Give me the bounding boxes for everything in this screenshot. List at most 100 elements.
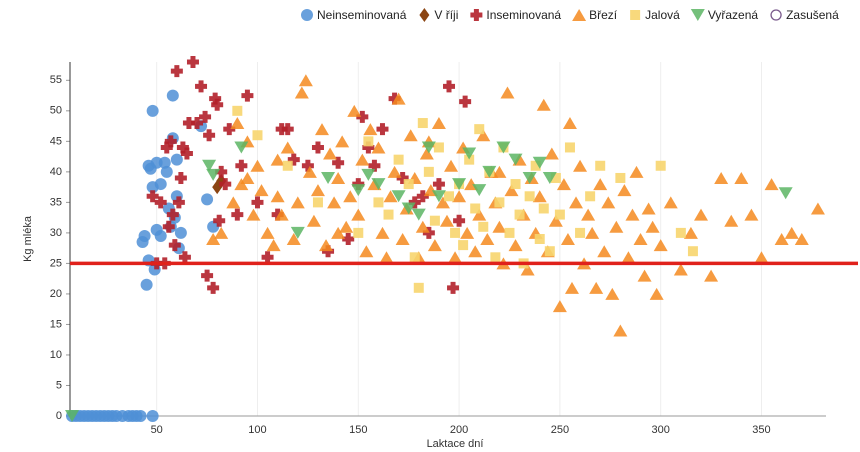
point: [214, 226, 229, 239]
point: [270, 190, 285, 203]
point: [347, 104, 362, 117]
point: [641, 202, 656, 215]
point: [704, 269, 719, 282]
point: [388, 92, 401, 105]
point: [213, 214, 226, 227]
point: [764, 178, 779, 191]
legend-marker: [301, 9, 313, 21]
point: [694, 208, 709, 221]
y-tick-label: 45: [50, 135, 62, 147]
point: [176, 141, 189, 154]
x-tick-label: 300: [652, 424, 670, 436]
point: [352, 178, 365, 191]
point: [383, 190, 398, 203]
point: [482, 165, 497, 178]
point: [363, 123, 378, 136]
x-tick-label: 150: [349, 424, 367, 436]
point: [361, 168, 376, 181]
point: [230, 117, 245, 130]
point: [562, 117, 577, 130]
y-tick-label: 20: [50, 288, 62, 300]
point: [609, 220, 624, 233]
point: [351, 208, 366, 221]
point: [342, 233, 355, 245]
point: [178, 251, 191, 264]
point: [423, 166, 434, 177]
point: [172, 196, 185, 209]
point: [294, 86, 309, 99]
point: [552, 300, 567, 313]
point: [154, 196, 167, 209]
legend-label: Neinseminovaná: [317, 8, 407, 22]
point: [573, 159, 588, 172]
y-tick-label: 25: [50, 257, 62, 269]
point: [395, 233, 410, 245]
point: [275, 123, 288, 136]
point: [315, 123, 329, 136]
point: [202, 159, 217, 172]
point: [593, 178, 608, 191]
point: [556, 178, 571, 191]
points: [65, 56, 825, 422]
point: [166, 208, 179, 221]
point: [408, 196, 421, 209]
point: [393, 154, 404, 165]
point: [154, 229, 167, 242]
point: [241, 89, 254, 102]
legend-label: V říji: [434, 8, 458, 22]
point: [613, 324, 628, 337]
point: [274, 208, 289, 221]
point: [302, 165, 317, 178]
point: [538, 203, 549, 214]
point: [271, 208, 284, 221]
point: [170, 153, 183, 166]
point: [514, 209, 525, 220]
point: [180, 147, 193, 160]
point: [774, 233, 789, 245]
point: [744, 208, 759, 221]
point: [252, 130, 263, 141]
point: [281, 123, 294, 136]
x-tick-label: 200: [450, 424, 468, 436]
x-tick-label: 100: [248, 424, 266, 436]
point: [415, 220, 430, 233]
point: [564, 142, 575, 153]
point: [158, 156, 171, 169]
point: [138, 229, 151, 242]
point: [673, 263, 688, 276]
point: [431, 190, 446, 203]
point: [331, 171, 346, 184]
point: [219, 178, 232, 191]
point: [633, 233, 648, 245]
point: [675, 227, 686, 238]
point: [396, 171, 409, 184]
point: [332, 156, 345, 169]
point: [290, 226, 305, 239]
point: [310, 184, 325, 197]
point: [429, 215, 440, 226]
point: [510, 179, 521, 190]
point: [452, 190, 467, 203]
point: [508, 153, 523, 166]
point: [146, 190, 159, 203]
point: [444, 191, 455, 202]
point: [154, 178, 167, 191]
legend: Neinseminovaná V říji Inseminovaná Březí Jal…: [301, 8, 839, 22]
point: [174, 226, 187, 239]
point: [195, 80, 208, 93]
point: [569, 196, 584, 209]
point: [581, 208, 596, 221]
point: [524, 191, 535, 202]
point: [168, 239, 181, 252]
point: [240, 171, 255, 184]
point: [411, 208, 426, 221]
point: [211, 98, 224, 111]
point: [504, 227, 515, 238]
point: [575, 227, 586, 238]
point: [536, 98, 551, 111]
point: [335, 135, 350, 148]
point: [368, 159, 381, 172]
point: [532, 190, 547, 203]
point: [207, 281, 220, 294]
point: [373, 197, 384, 208]
